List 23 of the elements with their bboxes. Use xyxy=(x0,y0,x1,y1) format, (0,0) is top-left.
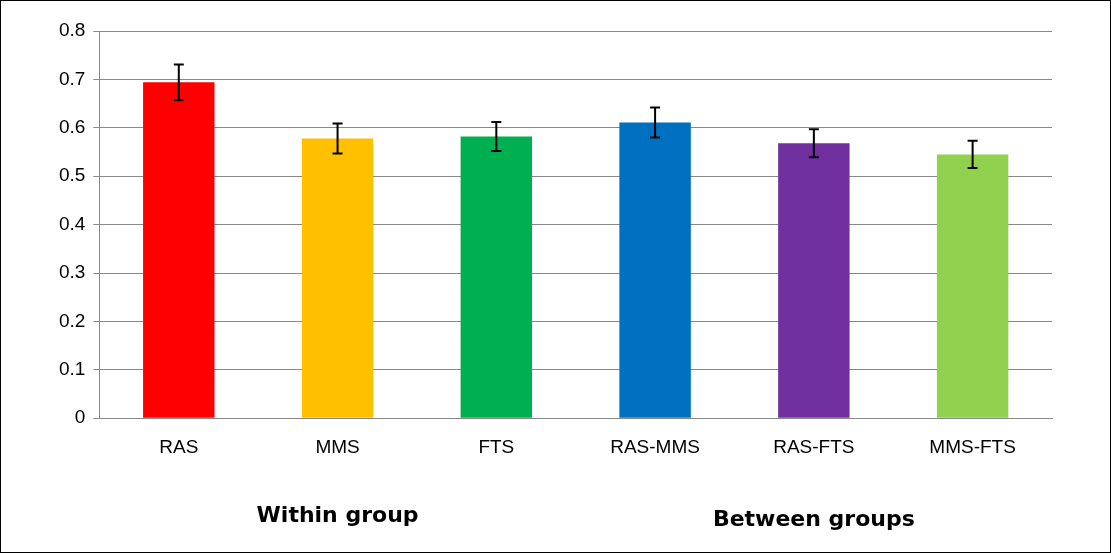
bar xyxy=(778,143,850,418)
y-tick-label: 0.1 xyxy=(58,358,86,380)
x-tick-label: MMS xyxy=(315,435,360,457)
bar xyxy=(301,138,374,418)
y-tick-label: 0.5 xyxy=(58,164,86,186)
y-tick-label: 0.6 xyxy=(58,116,86,138)
x-tick-label: RAS xyxy=(159,435,199,457)
text: Between groups xyxy=(712,505,915,531)
y-tick-label: 0 xyxy=(74,406,86,428)
text: Within group xyxy=(256,501,419,527)
x-tick-label: RAS-MMS xyxy=(610,435,700,457)
x-tick-label: MMS-FTS xyxy=(929,435,1016,457)
y-tick-label: 0.8 xyxy=(58,19,86,41)
y-tick-label: 0.7 xyxy=(58,67,86,89)
y-tick-label: 0.2 xyxy=(58,309,86,331)
x-tick-label: FTS xyxy=(478,435,515,457)
y-tick-label: 0.3 xyxy=(58,261,86,283)
bar xyxy=(460,136,533,418)
x-tick-label: RAS-FTS xyxy=(773,435,855,457)
bar xyxy=(936,154,1009,418)
y-tick-label: 0.4 xyxy=(58,212,86,234)
bar xyxy=(143,82,215,418)
bar xyxy=(619,122,691,418)
